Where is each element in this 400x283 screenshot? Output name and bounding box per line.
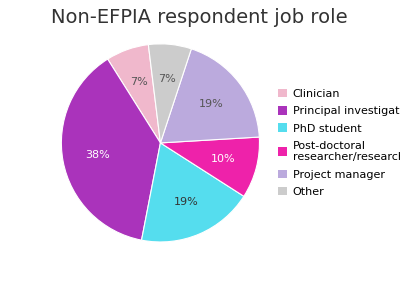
Text: 19%: 19% bbox=[199, 99, 224, 109]
Text: 7%: 7% bbox=[158, 74, 176, 84]
Text: Non-EFPIA respondent job role: Non-EFPIA respondent job role bbox=[52, 8, 348, 27]
Text: 7%: 7% bbox=[130, 77, 148, 87]
Wedge shape bbox=[160, 137, 260, 196]
Wedge shape bbox=[160, 49, 259, 143]
Wedge shape bbox=[108, 45, 160, 143]
Text: 38%: 38% bbox=[85, 150, 110, 160]
Wedge shape bbox=[61, 59, 160, 240]
Wedge shape bbox=[142, 143, 244, 242]
Legend: Clinician, Principal investigator, PhD student, Post-doctoral
researcher/researc: Clinician, Principal investigator, PhD s… bbox=[278, 89, 400, 197]
Text: 10%: 10% bbox=[210, 154, 235, 164]
Text: 19%: 19% bbox=[174, 197, 198, 207]
Wedge shape bbox=[148, 44, 191, 143]
